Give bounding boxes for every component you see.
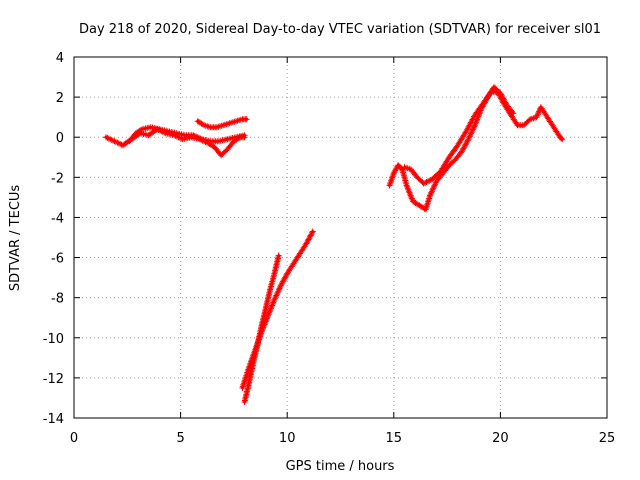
data-series — [103, 84, 566, 405]
x-tick-label: 0 — [70, 431, 78, 446]
series-markers — [126, 124, 248, 145]
series-track-e — [401, 88, 566, 187]
x-tick-label: 15 — [386, 431, 403, 446]
x-tick-label: 5 — [176, 431, 184, 446]
x-tick-label: 25 — [599, 431, 616, 446]
grid — [74, 57, 607, 418]
y-tick-label: -14 — [43, 412, 64, 427]
y-tick-label: 4 — [56, 51, 64, 66]
y-tick-label: -4 — [51, 211, 64, 226]
y-axis-title: SDTVAR / TECUs — [8, 185, 23, 292]
series-markers — [401, 88, 566, 187]
series-track-c-shallow — [239, 228, 316, 391]
series-track-a-upper — [126, 124, 248, 145]
series-markers — [239, 228, 316, 391]
x-tick-label: 10 — [279, 431, 296, 446]
series-markers — [194, 116, 250, 131]
series-track-b — [194, 116, 250, 131]
y-tick-label: -12 — [43, 372, 64, 387]
chart-title: Day 218 of 2020, Sidereal Day-to-day VTE… — [79, 22, 601, 37]
series-track-d — [386, 84, 517, 213]
x-tick-label: 20 — [492, 431, 509, 446]
y-tick-label: -2 — [51, 171, 64, 186]
y-tick-label: -8 — [51, 292, 64, 307]
y-tick-label: -10 — [43, 332, 64, 347]
axis-ticks: 0 5 10 15 20 25 -14 -12 -10 -8 -6 -4 -2 0 2 4 — [43, 51, 616, 446]
y-tick-label: 0 — [56, 131, 64, 146]
y-tick-label: -6 — [51, 252, 64, 267]
series-markers — [386, 84, 517, 213]
plot-frame — [73, 56, 608, 419]
x-axis-title: GPS time / hours — [286, 459, 395, 474]
y-tick-label: 2 — [56, 91, 64, 106]
